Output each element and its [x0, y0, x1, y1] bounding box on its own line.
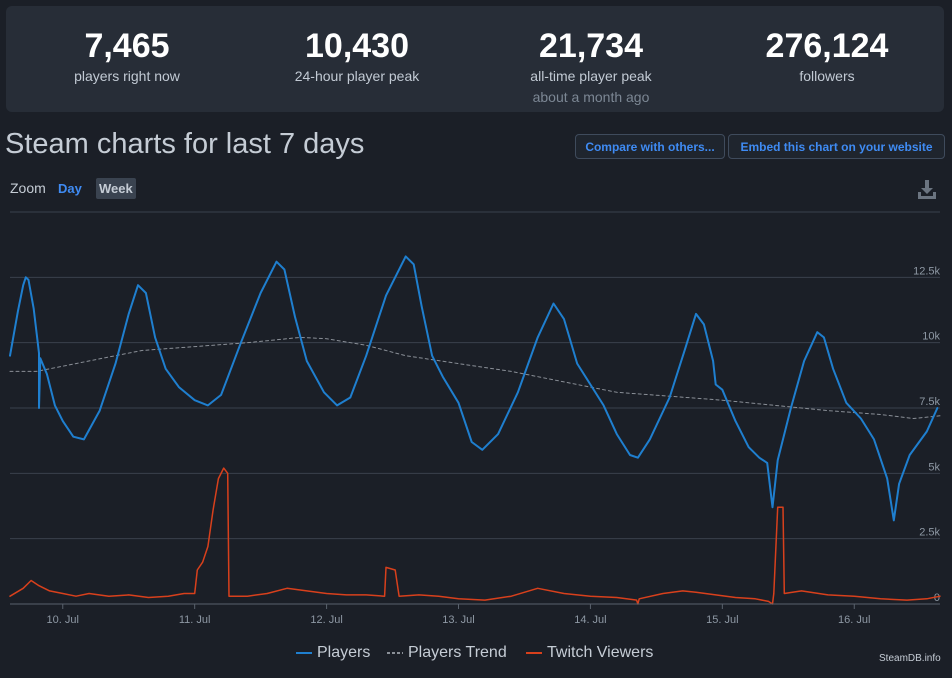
x-tick-label: 15. Jul	[706, 614, 738, 626]
y-tick-label: 7.5k	[919, 396, 940, 408]
series-line-players	[9, 255, 939, 522]
zoom-day-button[interactable]: Day	[58, 181, 82, 196]
stat-value: 21,734	[539, 27, 643, 65]
y-tick-label: 5k	[928, 461, 940, 473]
x-tick-label: 11. Jul	[179, 614, 211, 626]
x-tick-label: 13. Jul	[442, 614, 474, 626]
legend-trend-swatch	[387, 651, 403, 654]
zoom-week-button[interactable]: Week	[96, 178, 136, 199]
zoom-label: Zoom	[10, 180, 46, 196]
x-tick-label: 14. Jul	[574, 614, 606, 626]
x-tick-label: 16. Jul	[838, 614, 870, 626]
legend-twitch-label: Twitch Viewers	[547, 644, 654, 661]
x-tick-label: 10. Jul	[47, 614, 79, 626]
stat-label: followers	[799, 68, 855, 84]
stat-label: 24-hour player peak	[294, 68, 420, 84]
legend-twitch-viewers[interactable]: Twitch Viewers	[526, 644, 653, 662]
series-line-players-trend	[9, 336, 941, 419]
stat-sub: about a month ago	[532, 89, 650, 105]
download-icon[interactable]	[916, 178, 938, 200]
legend-players-swatch	[296, 651, 312, 654]
page-title: Steam charts for last 7 days	[5, 128, 365, 160]
x-tick-label: 12. Jul	[310, 614, 342, 626]
y-tick-label: 12.5k	[913, 265, 940, 277]
legend-players-label: Players	[317, 644, 371, 661]
stat-label: all-time player peak	[530, 68, 652, 84]
y-tick-label: 10k	[922, 331, 940, 343]
y-tick-label: 2.5k	[919, 527, 940, 539]
legend-players-trend[interactable]: Players Trend	[387, 644, 507, 662]
stat-value: 276,124	[765, 27, 889, 65]
series-line-twitch-viewers	[9, 467, 941, 605]
y-tick-label: 0	[934, 592, 940, 604]
legend-players[interactable]: Players	[296, 644, 370, 662]
compare-button[interactable]: Compare with others...	[575, 134, 725, 159]
credit-text: SteamDB.info	[879, 653, 941, 664]
legend-trend-label: Players Trend	[408, 644, 507, 661]
download-icon-glyph	[918, 180, 936, 199]
stat-value: 7,465	[84, 27, 170, 65]
legend-twitch-swatch	[526, 651, 542, 654]
stat-value: 10,430	[305, 27, 409, 65]
stats-panel: 7,465 players right now 10,430 24-hour p…	[6, 6, 944, 112]
embed-button[interactable]: Embed this chart on your website	[728, 134, 945, 159]
stat-label: players right now	[74, 68, 180, 84]
